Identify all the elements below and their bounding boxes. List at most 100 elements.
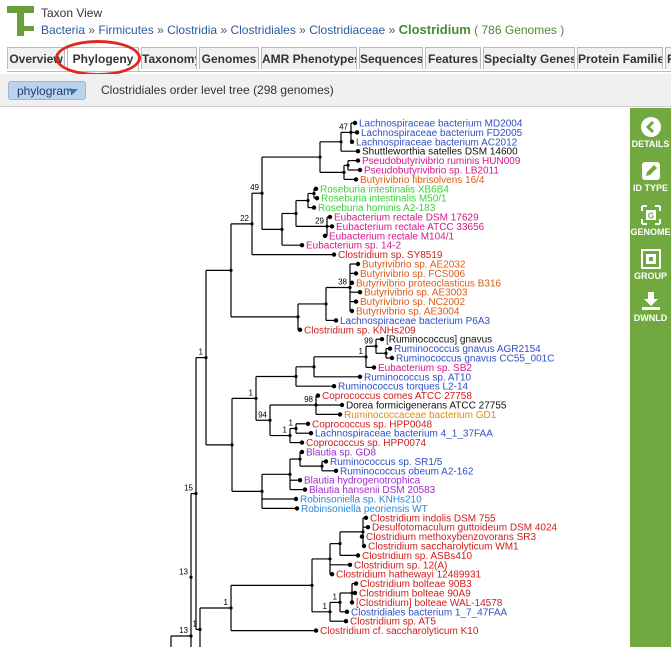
tree-node[interactable] xyxy=(297,327,303,332)
leaf-label[interactable]: Shuttleworthia satelles DSM 14600 xyxy=(362,147,518,158)
leaf-label[interactable]: Lachnospiraceae bacterium P6A3 xyxy=(340,316,491,327)
tree-node[interactable] xyxy=(361,543,367,549)
tree-node[interactable] xyxy=(194,491,198,496)
leaf-label[interactable]: Ruminococcus sp. AT10 xyxy=(364,372,472,383)
tree-node[interactable] xyxy=(314,196,320,201)
tree-node[interactable] xyxy=(315,393,321,398)
leaf-label[interactable]: Eubacterium sp. SB2 xyxy=(378,363,472,374)
tree-node[interactable] xyxy=(346,163,350,167)
tree-node[interactable] xyxy=(204,356,208,360)
leaf-label[interactable]: Eubacterium sp. 14-2 xyxy=(306,241,401,252)
leaf-label[interactable]: Butyrivibrio fibrisolvens 16/4 xyxy=(360,175,485,186)
tree-node[interactable] xyxy=(387,346,393,351)
tree-node[interactable] xyxy=(333,318,339,323)
tree-node[interactable] xyxy=(288,433,292,438)
tab-overview[interactable]: Overview xyxy=(7,47,65,69)
tree-node[interactable] xyxy=(230,443,234,447)
tree-node[interactable] xyxy=(254,396,258,400)
tree-node[interactable] xyxy=(357,167,363,173)
tree-node[interactable] xyxy=(349,308,355,314)
tab-specialty-genes[interactable]: Specialty Genes xyxy=(483,47,575,69)
tree-node[interactable] xyxy=(314,403,318,407)
breadcrumb-firmicutes[interactable]: Firmicutes xyxy=(98,23,154,37)
tree-node[interactable] xyxy=(328,610,332,614)
tree-node[interactable] xyxy=(229,606,233,610)
tree-node[interactable] xyxy=(299,243,305,248)
tree-node[interactable] xyxy=(322,233,328,238)
leaf-label[interactable]: Clostridium bolteae 90A9 xyxy=(359,589,471,600)
leaf-label[interactable]: Clostridium cf. saccharolyticum K10 xyxy=(320,626,479,637)
tree-node[interactable] xyxy=(355,261,361,267)
tree-node[interactable] xyxy=(329,224,335,229)
tree-node[interactable] xyxy=(198,627,202,632)
tree-node[interactable] xyxy=(189,634,193,638)
leaf-label[interactable]: Butyrivibrio sp. AE3004 xyxy=(356,307,460,318)
tree-node[interactable] xyxy=(352,590,358,596)
leaf-label[interactable]: Clostridium sp. KNHs209 xyxy=(304,325,416,336)
tab-genomes[interactable]: Genomes xyxy=(199,47,259,69)
tree-node[interactable] xyxy=(349,130,353,134)
tree-node[interactable] xyxy=(364,355,368,359)
leaf-label[interactable]: Butyrivibrio sp. AE2032 xyxy=(362,260,466,271)
tab-phylogeny[interactable]: Phylogeny xyxy=(67,47,139,71)
tree-node[interactable] xyxy=(312,191,316,196)
tree-node[interactable] xyxy=(344,609,350,614)
tree-node[interactable] xyxy=(343,619,349,624)
tree-node[interactable] xyxy=(338,542,342,546)
leaf-label[interactable]: Roseburia intestinalis M50/1 xyxy=(321,194,447,205)
tree-node[interactable] xyxy=(299,440,305,445)
tree-node[interactable] xyxy=(353,271,359,276)
breadcrumb-clostridiaceae[interactable]: Clostridiaceae xyxy=(309,23,386,37)
leaf-label[interactable]: Ruminococcus torques L2-14 xyxy=(338,382,469,393)
tree-node[interactable] xyxy=(323,459,329,464)
leaf-label[interactable]: Desulfotomaculum guttoideum DSM 4024 xyxy=(372,523,558,534)
breadcrumb-clostridiales[interactable]: Clostridiales xyxy=(230,23,296,37)
tree-node[interactable] xyxy=(355,149,361,154)
genome-button[interactable]: G GENOME xyxy=(630,202,671,246)
tree-node[interactable] xyxy=(293,496,299,502)
tree-node[interactable] xyxy=(296,315,300,319)
tree-node[interactable] xyxy=(365,525,371,530)
leaf-label[interactable]: Robinsoniella sp. KNHs210 xyxy=(300,495,422,506)
tree-node[interactable] xyxy=(349,280,355,285)
leaf-label[interactable]: [Clostridium] bolteae WAL-14578 xyxy=(356,598,503,609)
tree-node[interactable] xyxy=(313,186,319,191)
tree-node[interactable] xyxy=(320,464,324,468)
tab-features[interactable]: Features xyxy=(425,47,481,69)
tree-node[interactable] xyxy=(329,572,335,577)
tree-node[interactable] xyxy=(389,355,395,361)
leaf-label[interactable]: Pseudobutyrivibrio ruminis HUN009 xyxy=(362,156,521,167)
download-button[interactable]: DWNLD xyxy=(630,288,671,332)
tab-taxonomy[interactable]: Taxonomy xyxy=(141,47,197,69)
leaf-label[interactable]: Clostridium bolteae 90B3 xyxy=(360,579,472,590)
tree-node[interactable] xyxy=(305,421,311,426)
tree-node[interactable] xyxy=(363,515,369,520)
tree-node[interactable] xyxy=(355,553,361,558)
tree-node[interactable] xyxy=(313,628,319,633)
leaf-label[interactable]: Clostridium sp. AT5 xyxy=(350,617,436,628)
leaf-label[interactable]: Ruminococcaceae bacterium GD1 xyxy=(344,410,497,421)
leaf-label[interactable]: Coprococcus comes ATCC 27758 xyxy=(322,391,472,402)
leaf-label[interactable]: Ruminococcus obeum A2-162 xyxy=(340,466,474,477)
tree-node[interactable] xyxy=(342,170,346,174)
tree-node[interactable] xyxy=(347,562,353,567)
tab-sequences[interactable]: Sequences xyxy=(359,47,423,69)
leaf-label[interactable]: Butyrivibrio sp. FCS006 xyxy=(360,269,465,280)
tree-node[interactable] xyxy=(328,557,332,561)
tree-node[interactable] xyxy=(354,130,360,135)
tree-node[interactable] xyxy=(333,468,339,473)
tree-node[interactable] xyxy=(297,478,303,483)
leaf-label[interactable]: Lachnospiraceae bacterium FD2005 xyxy=(361,128,523,139)
leaf-label[interactable]: Lachnospiraceae bacterium 4_1_37FAA xyxy=(315,429,493,440)
leaf-label[interactable]: Roseburia hominis A2-183 xyxy=(318,203,436,214)
leaf-label[interactable]: Lachnospiraceae bacterium MD2004 xyxy=(359,119,523,130)
leaf-label[interactable]: Ruminococcus gnavus CC55_001C xyxy=(396,354,554,365)
tree-node[interactable] xyxy=(318,155,322,159)
tree-node[interactable] xyxy=(310,583,314,587)
tree-node[interactable] xyxy=(294,426,298,431)
view-select-dropdown[interactable]: phylogram xyxy=(8,81,86,100)
tab-amr-phenotypes[interactable]: AMR Phenotypes xyxy=(261,47,357,69)
tree-node[interactable] xyxy=(337,412,343,417)
leaf-label[interactable]: Ruminococcus gnavus AGR2154 xyxy=(394,344,541,355)
group-button[interactable]: GROUP xyxy=(630,246,671,290)
